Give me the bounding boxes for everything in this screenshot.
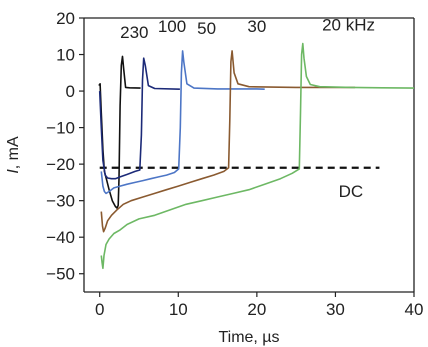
frequency-label-1: 100 [158, 17, 186, 36]
frequency-label-2: 50 [197, 19, 216, 38]
y-tick-label: −20 [46, 155, 75, 174]
dc-reference-layer: DC [99, 166, 380, 201]
series-line-4 [100, 42, 415, 270]
y-tick-label: −10 [46, 119, 75, 138]
y-tick-label: 0 [66, 82, 75, 101]
series-line-0 [98, 55, 141, 209]
y-tick-label: 10 [56, 46, 75, 65]
x-tick-label: 10 [169, 300, 188, 319]
y-axis-title: I, mA [5, 136, 22, 174]
y-axis-title-unit: , mA [5, 136, 22, 169]
y-axis-title-symbol: I [5, 169, 22, 174]
frequency-label-0: 230 [120, 23, 148, 42]
series-line-3 [100, 50, 356, 233]
y-tick-label: −30 [46, 192, 75, 211]
x-tick-label: 30 [326, 300, 345, 319]
series-line-2 [100, 50, 265, 195]
series-layer [98, 42, 415, 270]
x-tick-label: 40 [405, 300, 424, 319]
y-tick-label: −50 [46, 265, 75, 284]
frequency-label-3: 30 [247, 17, 266, 36]
y-tick-label: 20 [56, 9, 75, 28]
x-tick-label: 20 [247, 300, 266, 319]
dc-label: DC [339, 182, 364, 201]
frequency-label-4: 20 kHz [322, 15, 375, 34]
annotation-layer: 230 100 50 30 20 kHz [120, 15, 375, 42]
series-line-1 [98, 57, 180, 180]
x-axis-title: Time, µs [218, 329, 279, 346]
y-tick-label: −40 [46, 228, 75, 247]
x-tick-label: 0 [95, 300, 104, 319]
